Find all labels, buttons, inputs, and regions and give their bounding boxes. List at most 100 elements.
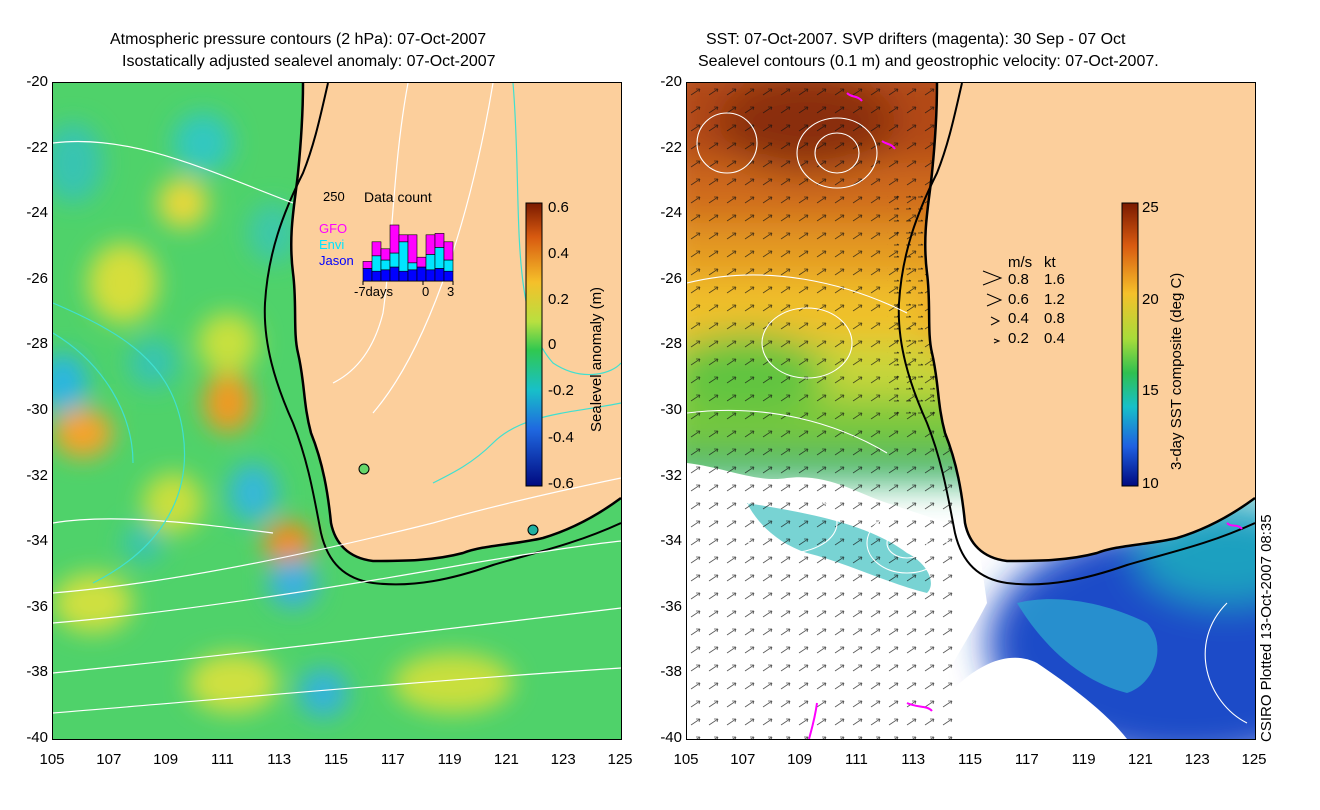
left-ytick: -38: [26, 663, 48, 681]
inset-legend-jason: Jason: [319, 253, 354, 268]
right-cb-tick-1: 20: [1142, 291, 1159, 308]
left-ytick: -28: [26, 335, 48, 353]
left-ytick: -22: [26, 138, 48, 156]
velocity-legend-kt-0: 1.6: [1044, 271, 1065, 288]
inset-bar-envi: [443, 259, 454, 272]
inset-bar-envi: [389, 252, 400, 268]
velocity-legend-kt-2: 0.8: [1044, 310, 1065, 327]
inset-bar-gfo: [443, 241, 454, 261]
inset-bar-jason: [362, 268, 373, 282]
velocity-legend-ms-1: 0.6: [1008, 291, 1029, 308]
inset-xlabel-end: 3: [447, 284, 455, 299]
inset-bar-jason: [416, 266, 427, 282]
left-cb-tick-1: 0.4: [548, 245, 569, 262]
sealevel-anomaly-map: [52, 82, 622, 740]
left-ytick: -20: [26, 73, 48, 90]
inset-bar-gfo: [398, 234, 409, 243]
left-cb-tick-3: 0: [548, 336, 557, 353]
inset-bar-envi: [407, 262, 418, 271]
inset-bar-jason: [434, 268, 445, 282]
left-xtick: 121: [493, 751, 519, 768]
inset-bar-jason: [389, 266, 400, 282]
velocity-legend-kt-3: 0.4: [1044, 330, 1065, 347]
velocity-legend-ms-0: 0.8: [1008, 271, 1029, 288]
inset-bar-envi: [398, 241, 409, 272]
velocity-legend-header-kt: kt: [1044, 254, 1056, 271]
inset-bar-gfo: [434, 233, 445, 248]
left-xtick: 105: [39, 751, 65, 768]
inset-legend-gfo: GFO: [319, 221, 348, 236]
left-cb-tick-0: 0.6: [548, 199, 569, 216]
left-xtick: 113: [267, 751, 292, 768]
left-xtick: 109: [153, 751, 179, 768]
right-ytick: -34: [660, 532, 682, 550]
inset-xlabel-start: -7days: [354, 284, 394, 299]
left-xtick: 123: [550, 751, 576, 768]
inset-bar-envi: [371, 255, 382, 272]
inset-legend-envi: Envi: [319, 237, 345, 252]
inset-title: Data count: [364, 189, 432, 205]
inset-bar-gfo: [362, 261, 373, 269]
right-title-line1: SST: 07-Oct-2007. SVP drifters (magenta)…: [706, 31, 1126, 48]
inset-bar-gfo: [371, 241, 382, 257]
inset-bar-envi: [434, 247, 445, 269]
velocity-legend-header-ms: m/s: [1008, 254, 1033, 271]
left-ytick: -30: [26, 401, 48, 418]
left-cb-tick-6: -0.6: [548, 475, 574, 492]
right-xtick: 115: [958, 751, 982, 768]
left-title-line2: Isostatically adjusted sealevel anomaly:…: [122, 53, 496, 70]
left-xtick: 115: [324, 751, 348, 768]
right-cb-tick-3: 10: [1142, 475, 1159, 492]
plot-credit: CSIRO Plotted 13-Oct-2007 08:35: [1258, 514, 1275, 742]
right-ytick: -38: [660, 663, 682, 681]
left-title-line1: Atmospheric pressure contours (2 hPa): 0…: [110, 31, 487, 48]
left-xtick: 107: [96, 751, 122, 768]
right-xtick: 109: [787, 751, 813, 768]
right-ytick: -30: [660, 401, 682, 418]
right-xtick: 125: [1241, 751, 1267, 768]
left-cb-tick-4: -0.2: [548, 382, 574, 399]
right-ytick: -40: [660, 729, 682, 746]
right-ytick: -22: [660, 138, 682, 156]
inset-bar-envi: [380, 259, 391, 271]
inset-bar-jason: [398, 270, 409, 282]
inset-bar-jason: [407, 269, 418, 282]
velocity-legend-ms-2: 0.4: [1008, 310, 1029, 327]
right-xtick: 107: [730, 751, 756, 768]
left-ytick: -40: [26, 729, 48, 746]
left-cb-tick-2: 0.2: [548, 291, 569, 308]
inset-bar-gfo: [407, 234, 418, 264]
right-ytick: -36: [660, 597, 682, 615]
data-count-inset: [362, 224, 454, 285]
right-ytick: -24: [660, 204, 682, 222]
left-ytick: -36: [26, 597, 48, 615]
right-xtick: 119: [1071, 751, 1096, 768]
right-xtick: 113: [901, 751, 926, 768]
left-ytick: -32: [26, 466, 48, 484]
left-xtick: 125: [607, 751, 633, 768]
left-ytick: -34: [26, 532, 48, 550]
inset-bar-gfo: [389, 224, 400, 254]
inset-bar-envi: [425, 254, 436, 271]
right-title-line2: Sealevel contours (0.1 m) and geostrophi…: [698, 53, 1159, 70]
inset-bar-jason: [380, 269, 391, 282]
inset-bar-jason: [371, 270, 382, 282]
right-ytick: -28: [660, 335, 682, 353]
left-colorbar-label: Sealevel anomaly (m): [588, 286, 605, 432]
velocity-legend-kt-1: 1.2: [1044, 291, 1065, 308]
left-cb-tick-5: -0.4: [548, 429, 574, 446]
right-xtick: 117: [1014, 751, 1039, 768]
left-xtick: 117: [380, 751, 405, 768]
inset-bar-gfo: [425, 234, 436, 255]
left-ytick: -24: [26, 204, 48, 222]
inset-bar-gfo: [416, 256, 427, 268]
right-ytick: -26: [660, 269, 682, 287]
left-xtick: 111: [210, 751, 234, 768]
right-ytick: -32: [660, 466, 682, 484]
right-xtick: 121: [1127, 751, 1153, 768]
inset-bar-jason: [443, 270, 454, 282]
right-cb-tick-0: 25: [1142, 199, 1159, 216]
inset-value-label: 250: [323, 189, 345, 204]
sst-map: [686, 82, 1256, 740]
left-ytick: -26: [26, 269, 48, 287]
